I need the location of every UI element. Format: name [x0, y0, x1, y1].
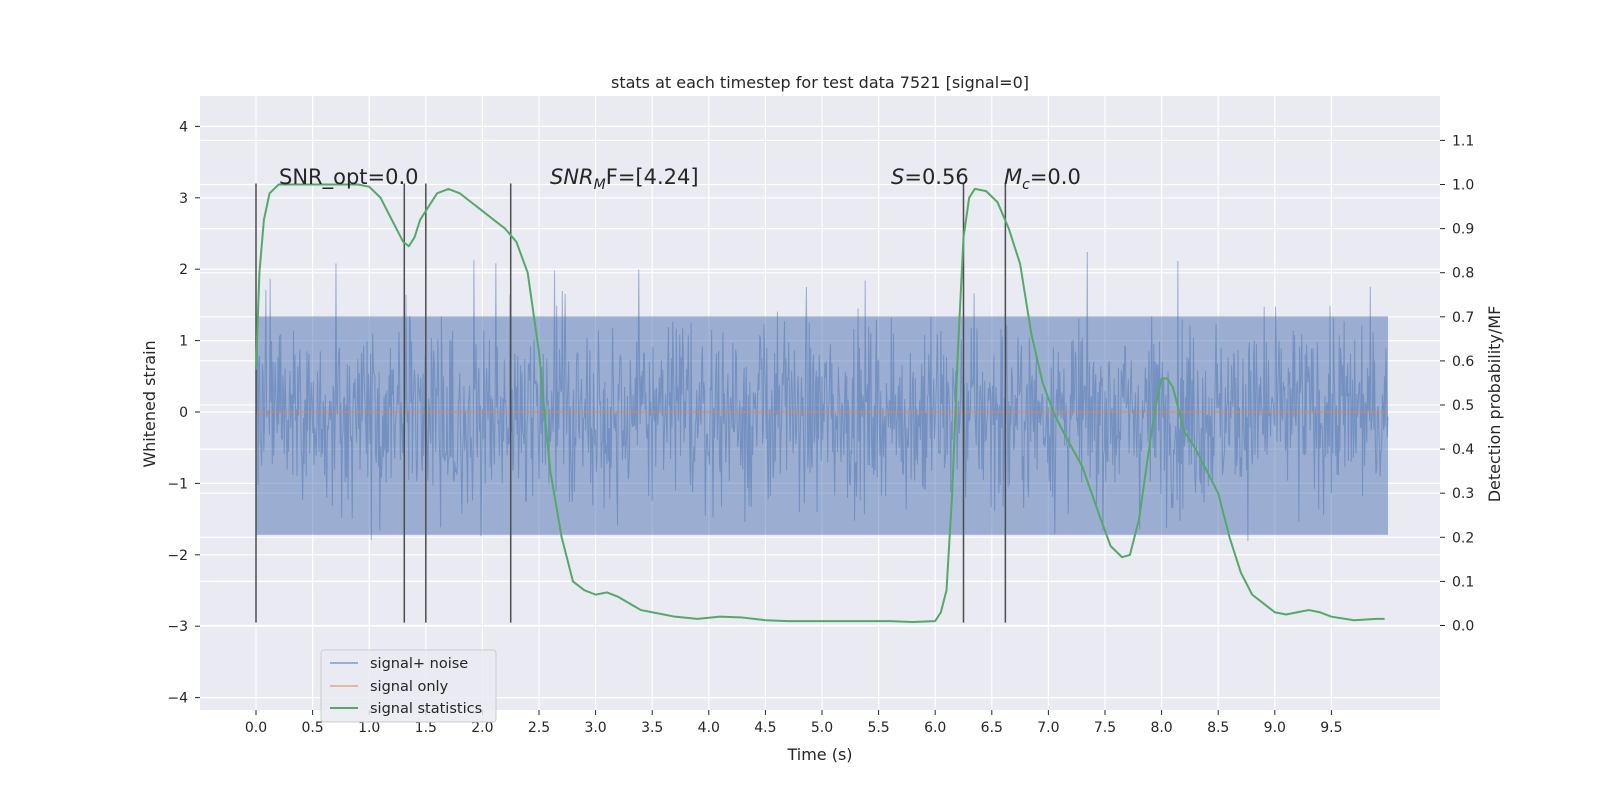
y-right-tick-label: 0.9	[1452, 222, 1474, 238]
x-tick-label: 4.5	[754, 720, 776, 736]
y-tick-label: −3	[167, 619, 188, 635]
x-axis-title: Time (s)	[786, 745, 852, 764]
y-right-tick-label: 0.0	[1452, 619, 1474, 635]
annotation-s-rest: =0.56	[904, 165, 968, 189]
y-tick-label: −2	[167, 548, 188, 564]
x-tick-label: 8.5	[1207, 720, 1229, 736]
annotation-snr-mf-rest: F=[4.24]	[606, 165, 699, 189]
y-tick-label: 3	[179, 191, 188, 207]
x-tick-label: 2.5	[528, 720, 550, 736]
y-right-axis-ticks: 1.1 1.0 0.9 0.8 0.7 0.6 0.5 0.4 0.3 0.2 0.1 0.0	[1440, 133, 1474, 635]
x-tick-label: 4.0	[698, 720, 720, 736]
y-right-tick-label: 0.6	[1452, 354, 1474, 370]
annotation-snr-opt: SNR_opt=0.0	[279, 165, 419, 190]
y-right-tick-label: 0.1	[1452, 574, 1474, 590]
annotation-mc-rest: =0.0	[1030, 165, 1081, 189]
x-tick-label: 7.5	[1094, 720, 1116, 736]
y-right-tick-label: 0.7	[1452, 310, 1474, 326]
annotation-mc-main: M	[1004, 165, 1022, 189]
signal-statistics-series	[255, 183, 1385, 623]
x-tick-label: 1.0	[358, 720, 380, 736]
x-tick-label: 3.5	[641, 720, 663, 736]
signal-noise-series	[255, 252, 1389, 542]
signal-noise-line	[255, 252, 1389, 542]
x-tick-label: 1.5	[415, 720, 437, 736]
legend-label-signal-noise: signal+ noise	[370, 656, 468, 672]
x-tick-label: 2.0	[471, 720, 493, 736]
y-right-tick-label: 0.2	[1452, 530, 1474, 546]
legend-box	[320, 649, 497, 723]
vertical-markers	[255, 183, 1007, 623]
x-tick-label: 0.5	[301, 720, 323, 736]
x-tick-label: 3.0	[584, 720, 606, 736]
x-tick-label: 9.0	[1264, 720, 1286, 736]
signal-statistics-line	[255, 183, 1385, 623]
chart-title: stats at each timestep for test data 752…	[611, 73, 1029, 92]
y-tick-label: 0	[179, 405, 188, 421]
y-tick-label: 4	[179, 119, 188, 135]
annotation-s: S=0.56	[891, 165, 969, 189]
annotation-s-italic: S	[891, 165, 904, 189]
y-axis-title: Whitened strain	[140, 340, 159, 467]
x-tick-label: 5.5	[867, 720, 889, 736]
y-right-tick-label: 0.5	[1452, 398, 1474, 414]
annotation-snr-mf-sub: M	[594, 177, 606, 193]
x-tick-label: 7.0	[1037, 720, 1059, 736]
y-right-tick-label: 0.3	[1452, 486, 1474, 502]
x-tick-label: 9.5	[1320, 720, 1342, 736]
legend-label-signal-statistics: signal statistics	[370, 701, 482, 717]
annotation-mc-sub: c	[1022, 177, 1030, 193]
annotation-mc: Mc=0.0	[1004, 165, 1081, 193]
y-tick-label: −4	[167, 691, 188, 707]
x-tick-label: 0.0	[245, 720, 267, 736]
y-tick-label: 1	[179, 334, 188, 350]
annotations: SNR_opt=0.0 SNRMF=[4.24] S=0.56 Mc=0.0	[279, 165, 1081, 193]
y-right-axis-title: Detection probability/MF	[1485, 306, 1504, 503]
x-tick-label: 6.0	[924, 720, 946, 736]
annotation-snr-mf: SNRMF=[4.24]	[550, 165, 699, 193]
x-tick-label: 5.0	[811, 720, 833, 736]
legend: signal+ noise signal only signal statist…	[320, 649, 497, 723]
y-tick-label: −1	[167, 476, 188, 492]
x-tick-label: 6.5	[981, 720, 1003, 736]
y-tick-label: 2	[179, 262, 188, 278]
y-axis-ticks: 4 3 2 1 0 −1 −2 −3 −4	[167, 119, 200, 707]
annotation-snr-mf-main: SNR	[550, 165, 594, 189]
y-right-tick-label: 0.4	[1452, 442, 1474, 458]
x-tick-label: 8.0	[1150, 720, 1172, 736]
y-right-tick-label: 1.1	[1452, 133, 1474, 149]
y-right-tick-label: 0.8	[1452, 266, 1474, 282]
x-axis-ticks: 0.0 0.5 1.0 1.5 2.0 2.5 3.0 3.5 4.0 4.5 5.0 5.5 6.0 6…	[245, 710, 1343, 736]
legend-label-signal-only: signal only	[370, 679, 449, 695]
y-right-tick-label: 1.0	[1452, 178, 1474, 194]
